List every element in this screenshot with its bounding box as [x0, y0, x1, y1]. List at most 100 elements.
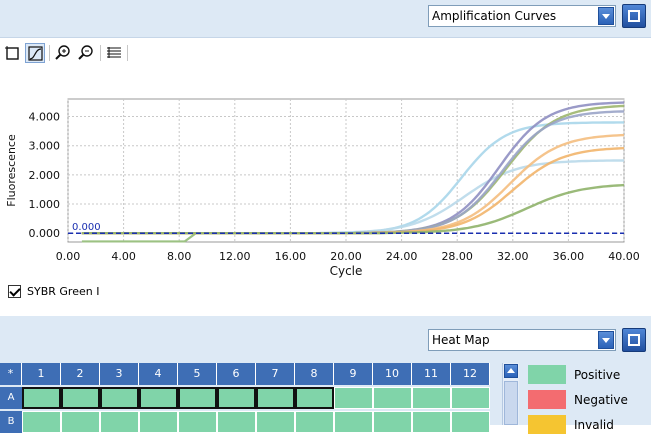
plate-column-header[interactable]: 5 — [178, 363, 217, 385]
plate-well[interactable] — [22, 387, 61, 409]
plate-well[interactable] — [61, 411, 100, 433]
curve-view-button[interactable] — [25, 43, 45, 63]
y-tick-label: 4.000 — [29, 111, 61, 124]
view-type-dropdown[interactable]: Amplification Curves — [428, 5, 616, 27]
view-type-value: Amplification Curves — [432, 9, 557, 23]
plate-well[interactable] — [100, 387, 139, 409]
plate-well[interactable] — [100, 411, 139, 433]
y-tick-label: 2.000 — [29, 169, 61, 182]
chevron-up-icon[interactable] — [504, 364, 518, 378]
plate-well[interactable] — [256, 411, 295, 433]
heat-legend-label: Negative — [574, 393, 628, 407]
chart-axes: 0.00 4.00 8.00 12.00 16.00 20.00 24.00 28.00 32.… — [5, 111, 640, 278]
plate-column-header[interactable]: 4 — [139, 363, 178, 385]
x-tick-label: 36.00 — [553, 250, 585, 263]
plot-area — [67, 98, 625, 243]
table-settings-button[interactable] — [104, 43, 124, 63]
baseline-offset-line — [81, 232, 197, 243]
select-tool-button[interactable] — [3, 43, 23, 63]
chevron-down-icon[interactable] — [598, 7, 614, 25]
amplification-chart[interactable]: 0.000 0.00 4.00 8.00 12.00 16.00 20.00 24.00 28… — [0, 88, 651, 283]
zoom-in-button[interactable] — [53, 43, 73, 63]
x-tick-label: 28.00 — [441, 250, 473, 263]
maximize-icon — [628, 334, 640, 346]
plate-column-header[interactable]: 2 — [61, 363, 100, 385]
plate-column-header[interactable]: 7 — [256, 363, 295, 385]
plate-row-header[interactable]: A — [0, 387, 22, 409]
x-tick-label: 12.00 — [219, 250, 251, 263]
toolbar-separator — [49, 45, 50, 61]
plate-column-header[interactable]: 9 — [334, 363, 373, 385]
plate-well[interactable] — [217, 411, 256, 433]
plate-column-header[interactable]: 3 — [100, 363, 139, 385]
maximize-chart-button[interactable] — [622, 4, 646, 28]
chart-header-bar: Amplification Curves — [0, 0, 651, 38]
y-tick-label: 3.000 — [29, 140, 61, 153]
select-tool-icon — [5, 46, 19, 60]
zoom-out-button[interactable] — [76, 43, 96, 63]
plate-corner-cell[interactable]: * — [0, 363, 22, 385]
x-tick-label: 20.00 — [330, 250, 362, 263]
x-tick-label: 4.00 — [111, 250, 136, 263]
heat-legend-item: Invalid — [528, 415, 651, 435]
maximize-plate-button[interactable] — [622, 328, 646, 352]
x-tick-label: 40.00 — [608, 250, 640, 263]
plate-column-header[interactable]: 8 — [295, 363, 334, 385]
toolbar-separator — [100, 45, 101, 61]
plate-scrollbar[interactable] — [502, 363, 519, 425]
threshold-label: 0.000 — [72, 222, 101, 233]
plate-well[interactable] — [412, 387, 451, 409]
heat-legend-item: Negative — [528, 390, 651, 410]
plate-well[interactable] — [139, 411, 178, 433]
plate-well[interactable] — [373, 411, 412, 433]
y-tick-label: 1.000 — [29, 198, 61, 211]
plate-well[interactable] — [256, 387, 295, 409]
x-tick-label: 16.00 — [275, 250, 307, 263]
zoom-out-icon — [78, 45, 93, 60]
plate-view-value: Heat Map — [432, 333, 490, 347]
plate-well[interactable] — [451, 387, 490, 409]
plate-column-header[interactable]: 6 — [217, 363, 256, 385]
plate-row-header[interactable]: B — [0, 411, 22, 433]
x-tick-label: 32.00 — [497, 250, 529, 263]
plate-well[interactable] — [451, 411, 490, 433]
dye-label: SYBR Green I — [27, 285, 100, 298]
plate-view-dropdown[interactable]: Heat Map — [428, 329, 616, 351]
y-tick-label: 0.000 — [29, 227, 61, 240]
zoom-in-icon — [55, 45, 70, 60]
x-tick-label: 8.00 — [167, 250, 192, 263]
chevron-down-icon[interactable] — [598, 331, 614, 349]
plate-well[interactable] — [61, 387, 100, 409]
plate-column-header[interactable]: 11 — [412, 363, 451, 385]
table-settings-icon — [107, 47, 121, 58]
plate-well[interactable] — [295, 387, 334, 409]
plate-well[interactable] — [334, 411, 373, 433]
plate-well[interactable] — [373, 387, 412, 409]
plate-column-header[interactable]: 10 — [373, 363, 412, 385]
panel-divider[interactable] — [0, 316, 651, 320]
toolbar-separator — [127, 45, 128, 61]
heat-legend-item: Positive — [528, 365, 651, 385]
plate-column-header[interactable]: 12 — [451, 363, 490, 385]
heat-legend-label: Invalid — [574, 418, 614, 432]
plate-well[interactable] — [22, 411, 61, 433]
chart-toolbar — [0, 39, 651, 67]
plate-well[interactable] — [217, 387, 256, 409]
heat-legend-label: Positive — [574, 368, 621, 382]
plate-well[interactable] — [139, 387, 178, 409]
plate-well[interactable] — [295, 411, 334, 433]
sybr-green-checkbox[interactable] — [8, 285, 21, 298]
chart-series: 0.000 — [68, 101, 625, 243]
x-axis-label: Cycle — [330, 264, 363, 278]
plate-well[interactable] — [334, 387, 373, 409]
heat-legend-swatch — [528, 365, 566, 384]
heat-legend-swatch — [528, 390, 566, 409]
plate-column-header[interactable]: 1 — [22, 363, 61, 385]
y-axis-label: Fluorescence — [5, 134, 18, 207]
plate-well[interactable] — [178, 387, 217, 409]
maximize-icon — [628, 10, 640, 22]
chart-grid — [67, 98, 625, 243]
plate-well[interactable] — [412, 411, 451, 433]
plate-well[interactable] — [178, 411, 217, 433]
scrollbar-thumb[interactable] — [504, 381, 518, 425]
